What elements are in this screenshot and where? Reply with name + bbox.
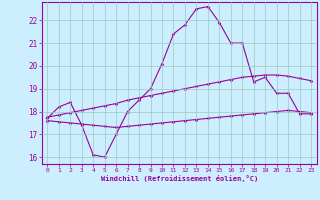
X-axis label: Windchill (Refroidissement éolien,°C): Windchill (Refroidissement éolien,°C) [100, 175, 258, 182]
